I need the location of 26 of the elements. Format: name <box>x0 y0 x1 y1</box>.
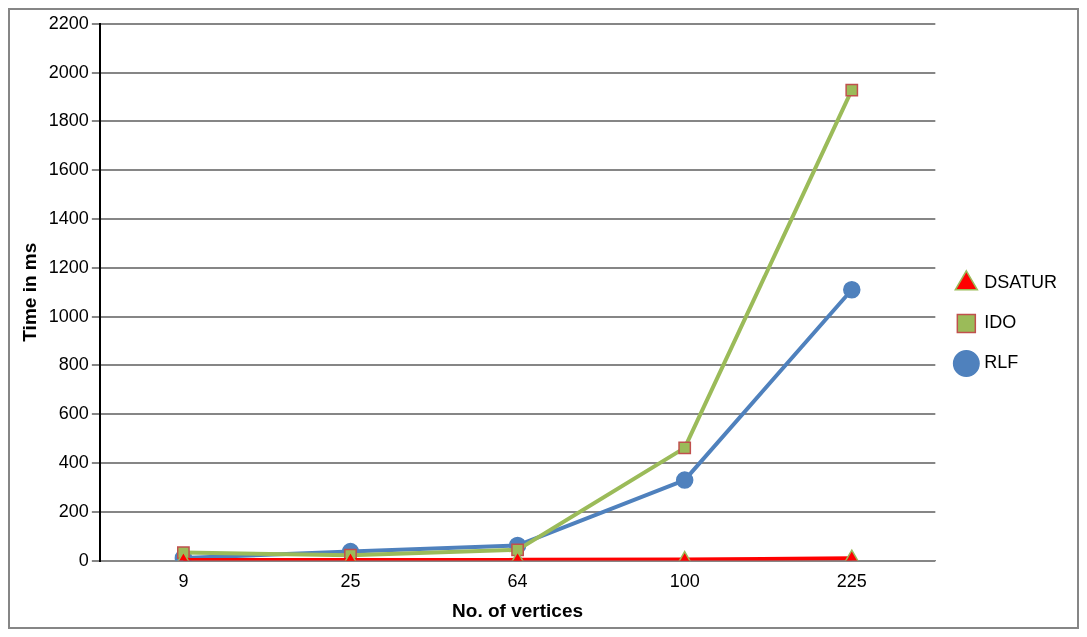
y-tick-label: 0 <box>78 549 89 570</box>
y-tick-label: 1600 <box>48 159 89 180</box>
point <box>845 83 859 97</box>
x-tick-label: 25 <box>340 571 361 592</box>
legend-label: IDO <box>984 312 1017 333</box>
point <box>678 441 692 455</box>
x-tick-label: 100 <box>669 571 700 592</box>
y-tick-label: 200 <box>58 500 89 521</box>
point <box>843 281 861 299</box>
y-axis-title: Time in ms <box>18 242 40 342</box>
y-tick-label: 1000 <box>48 305 89 326</box>
x-tick-label: 9 <box>178 571 189 592</box>
y-tick-label: 1400 <box>48 207 89 228</box>
point <box>675 471 694 489</box>
y-tick-label: 400 <box>58 451 89 472</box>
y-tick-label: 2200 <box>48 12 89 33</box>
x-tick-label: 64 <box>507 571 528 592</box>
y-tick-label: 2000 <box>48 61 89 82</box>
y-tick-label: 1200 <box>48 256 89 277</box>
y-tick-label: 1800 <box>48 110 89 131</box>
y-tick-label: 800 <box>58 354 89 375</box>
x-axis-title: No. of vertices <box>452 599 584 621</box>
y-tick-label: 600 <box>58 403 89 424</box>
legend-label: RLF <box>984 352 1019 373</box>
x-tick-label: 225 <box>836 571 867 592</box>
legend-label: DSATUR <box>984 272 1057 293</box>
